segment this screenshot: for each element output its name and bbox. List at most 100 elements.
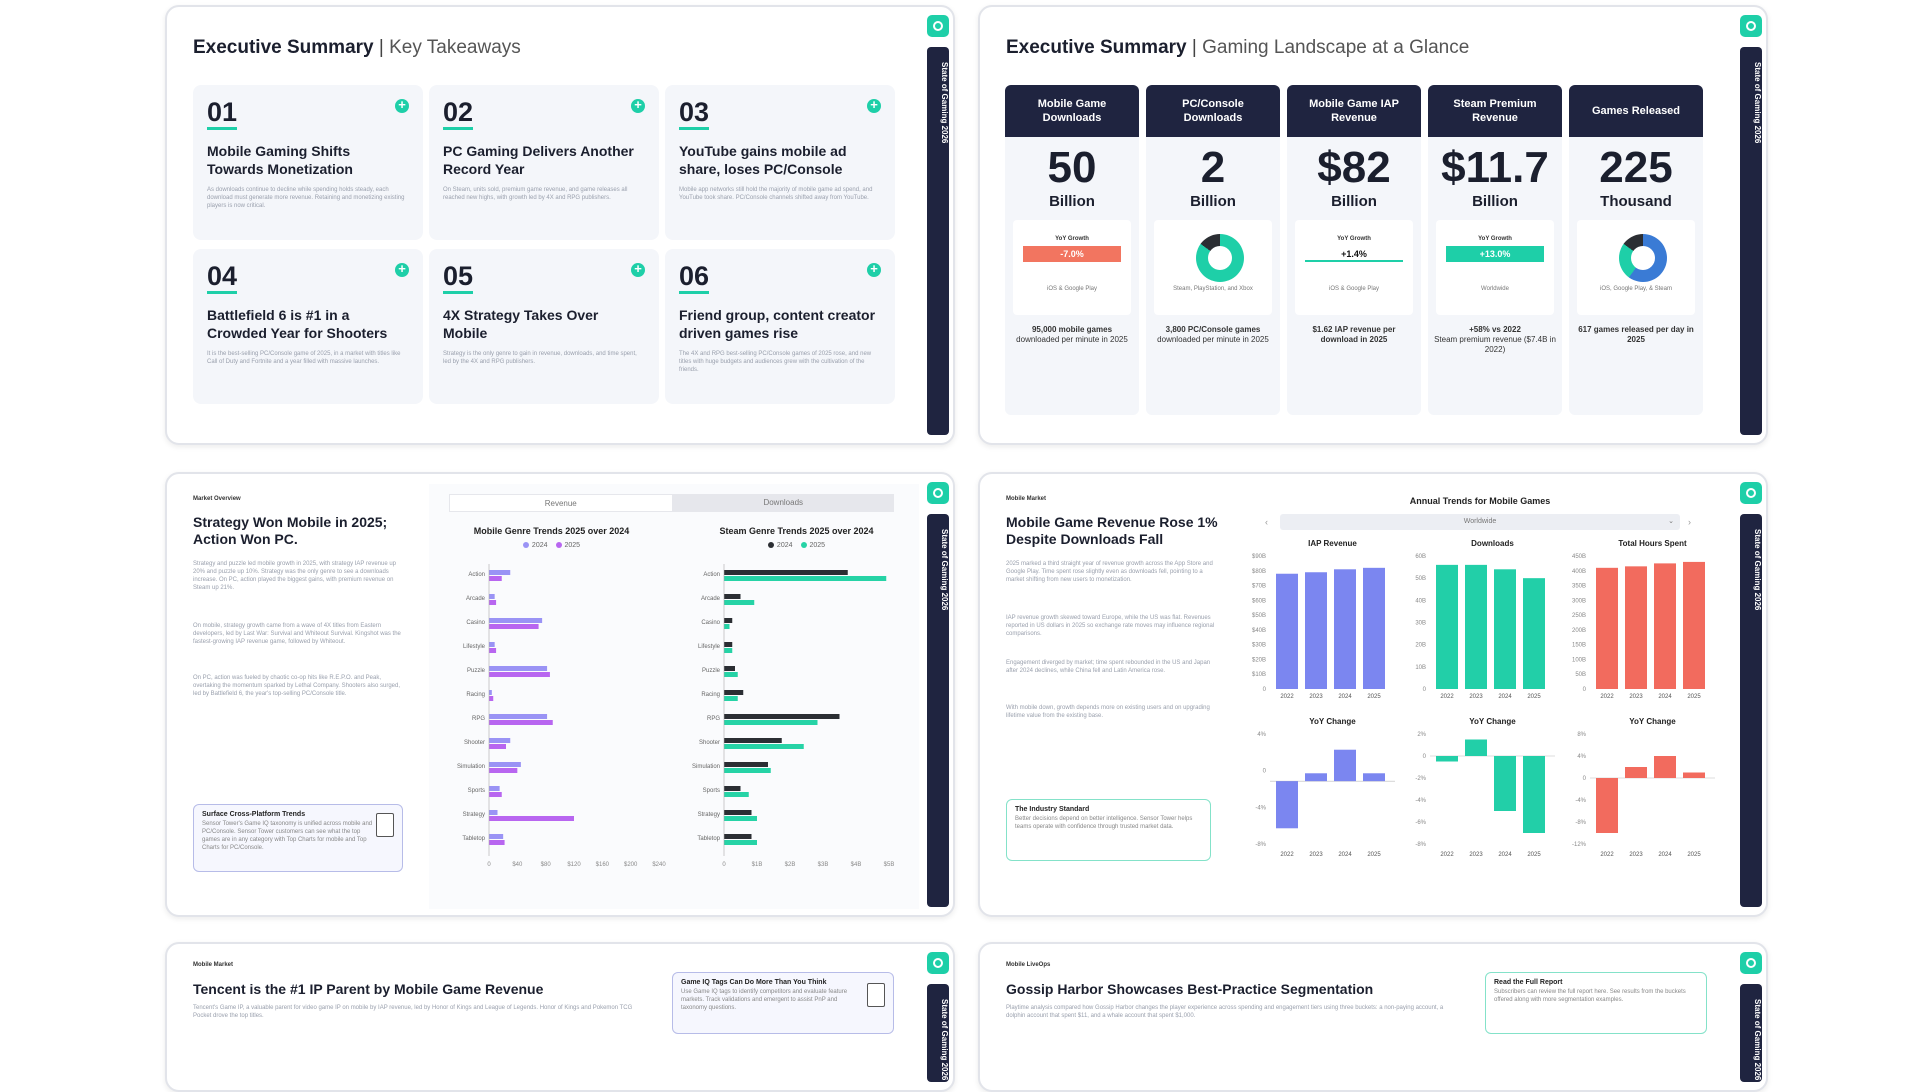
badge-label: YoY Growth <box>1055 236 1089 242</box>
genre-bar <box>489 648 497 653</box>
expand-plus-icon[interactable] <box>867 97 881 113</box>
expand-plus-icon[interactable] <box>631 261 645 277</box>
expand-plus-icon[interactable] <box>867 261 881 277</box>
section-label: Market Overview <box>193 496 241 502</box>
side-rail: State of Gaming 2026 <box>927 482 949 907</box>
year-label: 2023 <box>1309 852 1323 858</box>
section-label: Mobile Market <box>1006 496 1047 502</box>
chart-tabs: Revenue Downloads <box>449 494 894 512</box>
report-icon <box>376 813 394 837</box>
yoy-bar <box>1654 756 1676 778</box>
genre-bar <box>489 720 553 725</box>
expand-plus-icon[interactable] <box>395 261 409 277</box>
region-selector[interactable]: Worldwide ⌄ <box>1280 514 1680 530</box>
box-note: iOS & Google Play <box>1328 286 1380 292</box>
card-number: 02 <box>443 97 474 130</box>
tick-label: 10B <box>1415 665 1426 671</box>
takeaway-card[interactable]: 01 Mobile Gaming Shifts Towards Monetizat… <box>193 85 423 240</box>
share-donut <box>1619 234 1667 282</box>
legend-steam: 2024 2025 <box>674 542 919 549</box>
year-label: 2025 <box>1367 852 1381 858</box>
callout-industry-standard[interactable]: The Industry Standard Better decisions d… <box>1006 799 1211 861</box>
expand-plus-icon[interactable] <box>395 97 409 113</box>
card-number: 03 <box>679 97 710 130</box>
genre-label: Strategy <box>463 812 485 818</box>
card-body: Mobile app networks still hold the major… <box>679 187 873 201</box>
year-label: 2022 <box>1440 694 1454 700</box>
expand-plus-icon[interactable] <box>631 97 645 113</box>
tick-label: -4% <box>1415 798 1426 804</box>
tick-label: 400B <box>1572 569 1586 575</box>
card-title: 4X Strategy Takes Over Mobile <box>443 307 599 341</box>
tab-revenue[interactable]: Revenue <box>449 494 673 512</box>
tick-label: 150B <box>1572 643 1586 649</box>
kpi-header: Games Released <box>1569 85 1703 137</box>
yoy-bar <box>1305 773 1327 782</box>
genre-bar <box>489 666 548 671</box>
kpi-column: Mobile Game IAP Revenue $82 Billion YoY Gro… <box>1287 85 1421 415</box>
takeaway-card[interactable]: 04 Battlefield 6 is #1 in a Crowded Year … <box>193 249 423 404</box>
side-rail: State of Gaming 2026 <box>1740 482 1762 907</box>
yoy-bar <box>1363 773 1385 782</box>
body-paragraph: Strategy and puzzle led mobile growth in… <box>193 561 397 591</box>
rail-label: State of Gaming 2026 <box>940 529 949 611</box>
year-label: 2024 <box>1498 852 1512 858</box>
tick-label: 350B <box>1572 584 1586 590</box>
trend-bar <box>1305 572 1327 689</box>
tick-label: 250B <box>1572 613 1586 619</box>
tick-label: $90B <box>1252 554 1266 560</box>
genre-label: Action <box>703 572 720 578</box>
kpi-unit: Billion <box>1190 193 1236 210</box>
next-arrow-icon[interactable]: › <box>1688 517 1691 527</box>
genre-bar <box>724 834 752 839</box>
tick-label: $4B <box>851 862 862 868</box>
genre-bar <box>724 810 752 815</box>
year-label: 2022 <box>1280 852 1294 858</box>
kpi-footnote: 95,000 mobile games downloaded per minute… <box>1016 325 1128 344</box>
tick-label: $40 <box>512 862 523 868</box>
card-title: Battlefield 6 is #1 in a Crowded Year fo… <box>207 307 388 341</box>
genre-bar <box>724 666 735 671</box>
slide-ip-parent[interactable]: Mobile Market Tencent is the #1 IP Paren… <box>165 942 955 1092</box>
growth-badge: +13.0% <box>1446 246 1544 262</box>
year-label: 2022 <box>1600 852 1614 858</box>
tick-label: 0 <box>722 862 726 868</box>
takeaway-card[interactable]: 03 YouTube gains mobile ad share, loses P… <box>665 85 895 240</box>
callout-cross-platform[interactable]: Surface Cross-Platform Trends Sensor Tow… <box>193 804 403 872</box>
year-label: 2023 <box>1469 694 1483 700</box>
tick-label: 40B <box>1415 598 1426 604</box>
slide-genre-trends[interactable]: Market Overview Strategy Won Mobile in 2… <box>165 472 955 917</box>
rail-label: State of Gaming 2026 <box>1753 62 1762 144</box>
slide-title: Executive Summary | Gaming Landscape at … <box>1006 37 1470 58</box>
tick-label: 0 <box>487 862 491 868</box>
tick-label: -8% <box>1415 842 1426 848</box>
card-number: 05 <box>443 261 474 294</box>
card-body: As downloads continue to decline while s… <box>207 187 405 209</box>
genre-bar <box>489 624 539 629</box>
body-paragraph: 2025 marked a third straight year of rev… <box>1006 561 1213 583</box>
yoy-bar <box>1494 756 1516 811</box>
genre-label: RPG <box>472 716 485 722</box>
genre-label: Simulation <box>692 764 720 770</box>
takeaway-card[interactable]: 06 Friend group, content creator driven g… <box>665 249 895 404</box>
genre-label: Strategy <box>698 812 720 818</box>
rail-label: State of Gaming 2026 <box>1753 999 1762 1081</box>
slide-gaming-landscape[interactable]: Executive Summary | Gaming Landscape at … <box>978 5 1768 445</box>
kpi-detail-box: iOS, Google Play, & Steam <box>1577 220 1695 315</box>
tick-label: 450B <box>1572 554 1586 560</box>
takeaway-card[interactable]: 05 4X Strategy Takes Over Mobile Strategy … <box>429 249 659 404</box>
slide-segmentation[interactable]: Mobile LiveOps Gossip Harbor Showcases B… <box>978 942 1768 1092</box>
callout-game-iq[interactable]: Game IQ Tags Can Do More Than You Think … <box>672 972 894 1034</box>
tick-label: $1B <box>752 862 763 868</box>
section-label: Mobile Market <box>193 962 234 968</box>
prev-arrow-icon[interactable]: ‹ <box>1265 517 1268 527</box>
callout-full-report[interactable]: Read the Full Report Subscribers can rev… <box>1485 972 1707 1034</box>
slide-key-takeaways[interactable]: Executive Summary | Key Takeaways 01 Mobi… <box>165 5 955 445</box>
card-body: The 4X and RPG best-selling PC/Console g… <box>679 351 872 373</box>
tick-label: 300B <box>1572 598 1586 604</box>
rail-label: State of Gaming 2026 <box>940 999 949 1081</box>
takeaway-card[interactable]: 02 PC Gaming Delivers Another Record Year… <box>429 85 659 240</box>
slide-mobile-revenue[interactable]: Mobile Market Mobile Game Revenue Rose 1… <box>978 472 1768 917</box>
genre-label: Lifestyle <box>698 644 721 650</box>
tab-downloads[interactable]: Downloads <box>672 494 894 512</box>
